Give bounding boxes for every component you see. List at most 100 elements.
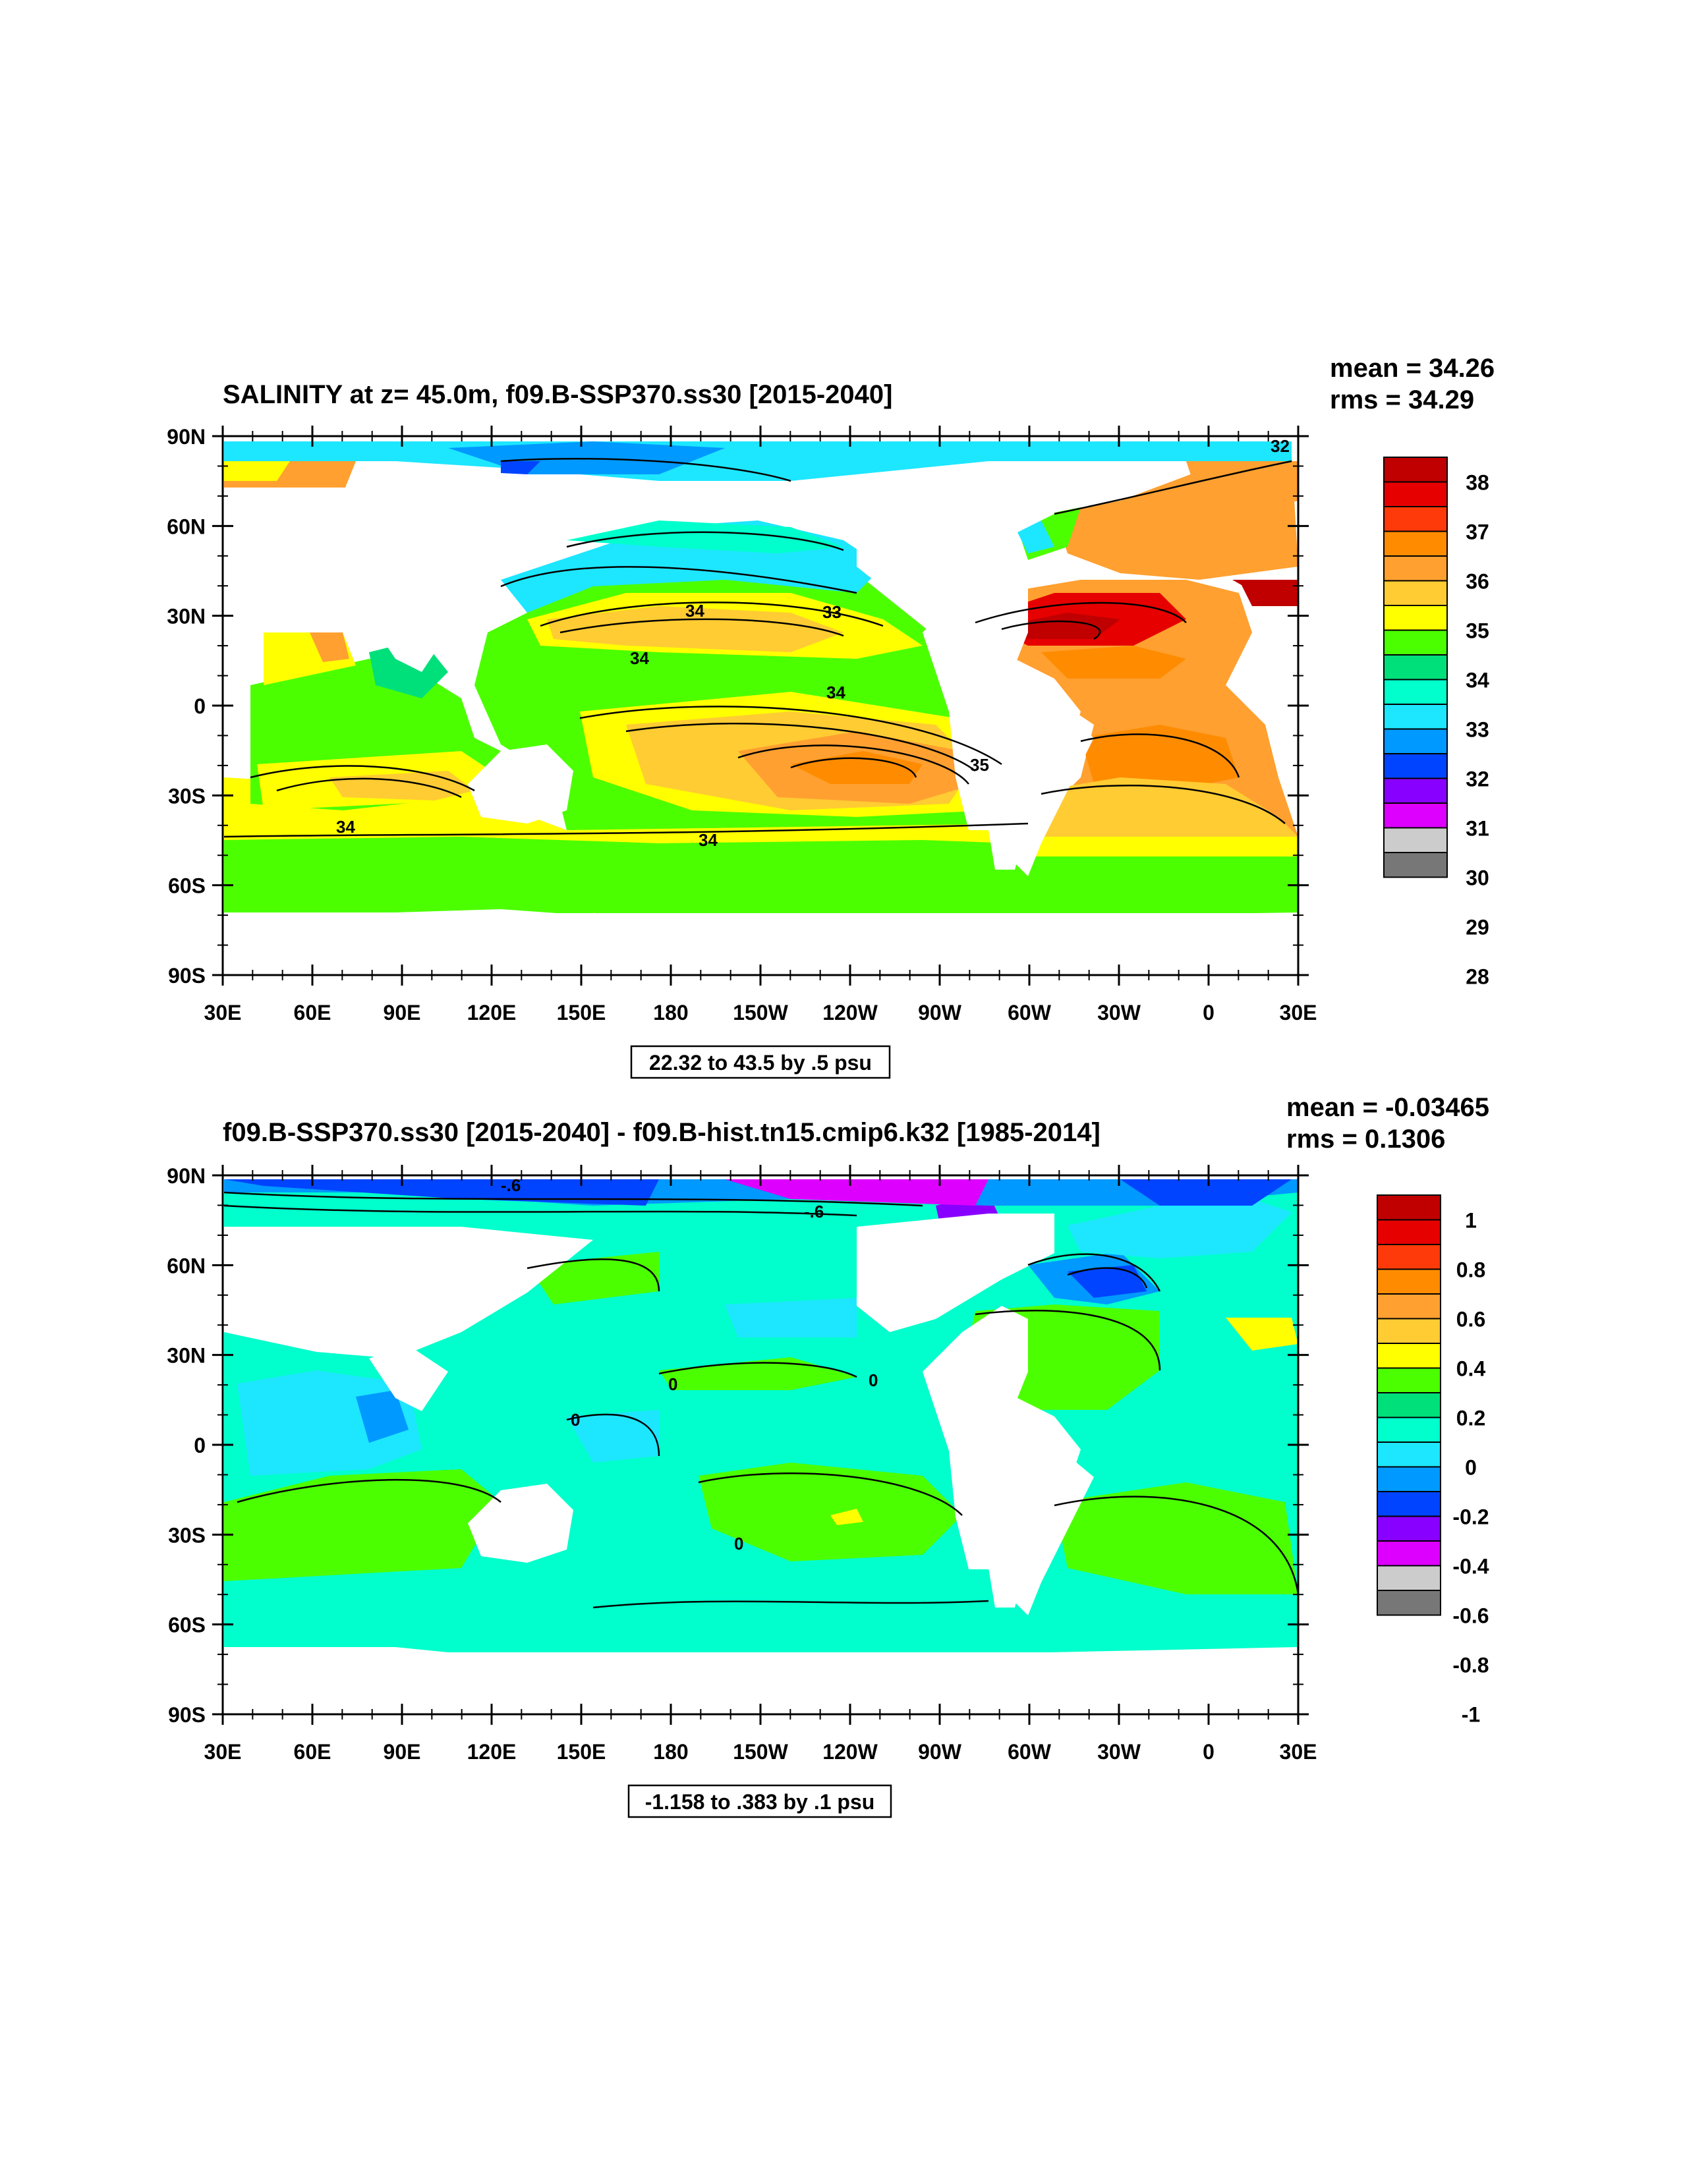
contour-label: 0	[869, 1370, 878, 1390]
colorbar-swatch	[1383, 629, 1448, 656]
panel-bottom-mean: mean = -0.03465	[1286, 1093, 1489, 1122]
lat-label: 0	[194, 1434, 206, 1457]
panel-top-title: SALINITY at z= 45.0m, f09.B-SSP370.ss30 …	[223, 380, 892, 409]
colorbar-label: 35	[1466, 619, 1489, 643]
lat-label: 90S	[168, 964, 206, 988]
lon-label: 90W	[918, 1740, 962, 1764]
lon-label: 120W	[822, 1740, 878, 1764]
lon-label: 0	[1203, 1740, 1215, 1764]
lat-label: 30S	[168, 784, 206, 808]
contour-label: 35	[970, 755, 989, 775]
panel-top-mean: mean = 34.26	[1330, 354, 1495, 383]
colorbar-swatch	[1377, 1268, 1441, 1295]
lat-label: 60S	[168, 1613, 206, 1637]
contour-label: 34	[699, 830, 718, 850]
colorbar-label: 0.4	[1456, 1357, 1486, 1381]
lon-label: 90E	[384, 1001, 421, 1024]
lat-label: 90S	[168, 1703, 206, 1727]
colorbar-swatch	[1383, 605, 1448, 631]
colorbar-swatch	[1377, 1194, 1441, 1221]
panel-bottom-title: f09.B-SSP370.ss30 [2015-2040] - f09.B-hi…	[223, 1118, 1101, 1147]
lat-label: 30N	[167, 605, 206, 629]
india-land	[369, 606, 448, 672]
panel-bottom-colorbar: 1 0.8 0.6 0.4 0.2 0 -0.2 -0.4 -0.6 -0.8 -1	[1377, 1194, 1489, 1727]
colorbar-label: -0.2	[1452, 1505, 1489, 1529]
colorbar-swatch	[1383, 704, 1448, 730]
lat-label: 0	[194, 694, 206, 718]
colorbar-label: 30	[1466, 866, 1489, 890]
colorbar-swatch	[1383, 852, 1448, 878]
contour-label: 34	[630, 648, 649, 668]
lat-label: 30N	[167, 1344, 206, 1368]
colorbar-label: 29	[1466, 916, 1489, 939]
panel-bottom-range-label: -1.158 to .383 by .1 psu	[645, 1790, 875, 1814]
colorbar-label: -0.6	[1452, 1604, 1489, 1628]
colorbar-swatch	[1377, 1590, 1441, 1616]
map-top-ticks: 90N 60N 30N 0 30S 60S 90S 30E 60E 90E 120E 150E 180 1…	[167, 425, 1317, 1024]
colorbar-label: 33	[1466, 718, 1489, 742]
contour-label: -.6	[804, 1202, 824, 1221]
colorbar-swatch	[1377, 1416, 1441, 1443]
colorbar-label: 0	[1465, 1456, 1477, 1480]
panel-top-range-label: 22.32 to 43.5 by .5 psu	[649, 1051, 872, 1075]
north-america-land	[857, 474, 1054, 593]
europe-asia-land	[224, 1227, 593, 1358]
colorbar-swatch	[1383, 654, 1448, 681]
lon-label: 150W	[733, 1740, 788, 1764]
lon-label: 30W	[1097, 1740, 1141, 1764]
india-land	[369, 1345, 448, 1411]
colorbar-swatch	[1377, 1565, 1441, 1591]
lon-label: 0	[1203, 1001, 1215, 1024]
lat-label: 60N	[167, 515, 206, 538]
colorbar-swatch	[1383, 530, 1448, 557]
lon-label: 30E	[204, 1001, 242, 1024]
panel-top-range-box: 22.32 to 43.5 by .5 psu	[630, 1045, 891, 1079]
colorbar-swatch	[1377, 1442, 1441, 1468]
lon-label: 180	[653, 1740, 688, 1764]
map-bottom-ticks: 90N 60N 30N 0 30S 60S 90S 30E 60E 90E 120E 150E 180 1…	[167, 1164, 1317, 1764]
colorbar-swatch	[1377, 1367, 1441, 1393]
colorbar-swatch	[1383, 555, 1448, 582]
colorbar-swatch	[1377, 1491, 1441, 1517]
lon-label: 90E	[384, 1740, 421, 1764]
europe-asia-land	[224, 488, 593, 619]
colorbar-label: -0.8	[1452, 1654, 1489, 1677]
colorbar-label: 34	[1466, 669, 1489, 692]
contour-label: 32	[1271, 436, 1290, 456]
lat-label: 60N	[167, 1254, 206, 1277]
panel-top-rms: rms = 34.29	[1330, 385, 1474, 414]
colorbar-label: 0.2	[1456, 1407, 1485, 1430]
lon-label: 30E	[1280, 1740, 1317, 1764]
contour-label: 0	[571, 1410, 580, 1430]
lon-label: 150W	[733, 1001, 788, 1024]
panel-top: SALINITY at z= 45.0m, f09.B-SSP370.ss30 …	[167, 354, 1495, 1079]
colorbar-swatch	[1383, 679, 1448, 705]
lon-label: 150E	[557, 1740, 606, 1764]
colorbar-swatch	[1377, 1318, 1441, 1344]
colorbar-label: 0.6	[1456, 1308, 1485, 1331]
antarctica-land	[223, 1652, 1298, 1714]
colorbar-swatch	[1383, 457, 1448, 483]
lat-label: 90N	[167, 1164, 206, 1188]
australia-land	[468, 744, 573, 824]
colorbar-swatch	[1377, 1540, 1441, 1567]
lon-label: 120W	[822, 1001, 878, 1024]
colorbar-swatch	[1377, 1343, 1441, 1369]
colorbar-swatch	[1383, 728, 1448, 754]
colorbar-label: 37	[1466, 520, 1489, 544]
colorbar-swatch	[1383, 580, 1448, 606]
lat-label: 60S	[168, 874, 206, 898]
contour-label: 33	[822, 602, 842, 622]
contour-label: -.6	[501, 1175, 521, 1195]
lon-label: 30E	[1280, 1001, 1317, 1024]
colorbar-label: 32	[1466, 768, 1489, 791]
panel-bottom-rms: rms = 0.1306	[1286, 1125, 1445, 1154]
south-america-land	[969, 1424, 1094, 1615]
lon-label: 60W	[1008, 1001, 1052, 1024]
contour-label: 0	[668, 1374, 677, 1394]
lon-label: 180	[653, 1001, 688, 1024]
lon-label: 120E	[467, 1001, 517, 1024]
colorbar-swatch	[1383, 777, 1448, 804]
contour-label: 34	[826, 683, 845, 702]
colorbar-swatch	[1377, 1244, 1441, 1270]
